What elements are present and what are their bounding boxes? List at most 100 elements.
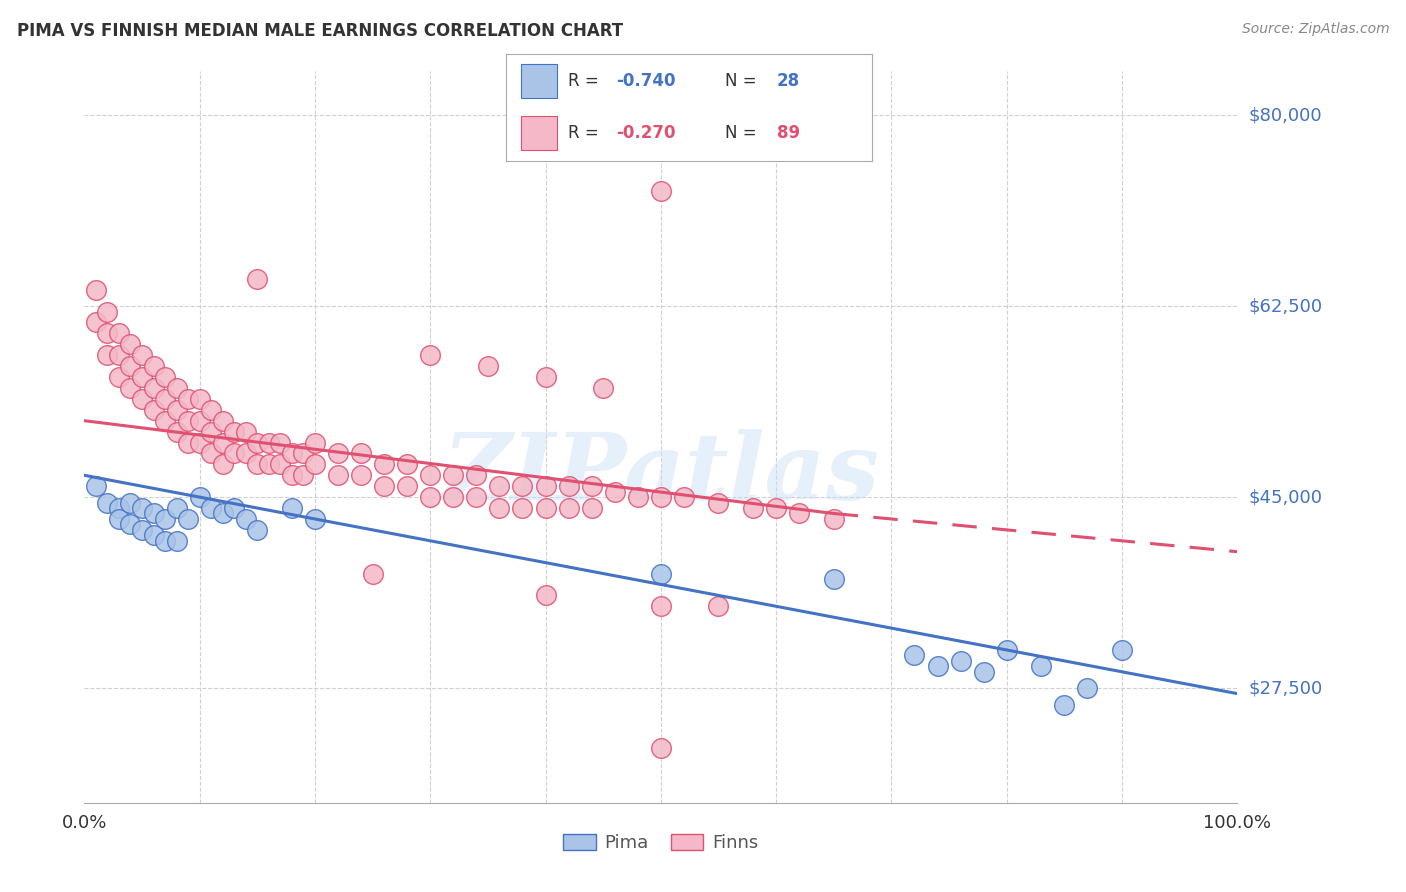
Point — [1031, 659, 1053, 673]
Point — [1076, 681, 1098, 695]
Point — [281, 468, 304, 483]
Point — [188, 414, 211, 428]
Point — [108, 501, 131, 516]
Point — [512, 479, 534, 493]
Point — [200, 446, 222, 460]
Point — [326, 446, 349, 460]
Point — [200, 501, 222, 516]
Point — [153, 533, 176, 548]
Point — [166, 381, 188, 395]
Bar — [520, 64, 557, 98]
Point — [419, 490, 441, 504]
Point — [142, 381, 165, 395]
Point — [96, 326, 118, 341]
Point — [84, 283, 107, 297]
Point — [142, 402, 165, 417]
Text: $80,000: $80,000 — [1249, 106, 1322, 124]
Point — [1111, 643, 1133, 657]
Point — [211, 458, 233, 472]
Point — [108, 348, 131, 362]
Point — [650, 566, 672, 581]
Point — [396, 458, 419, 472]
Point — [153, 512, 176, 526]
Point — [281, 501, 304, 516]
Point — [131, 501, 153, 516]
Point — [246, 435, 269, 450]
Point — [131, 370, 153, 384]
Point — [142, 359, 165, 373]
Point — [142, 528, 165, 542]
Text: $45,000: $45,000 — [1249, 488, 1323, 506]
Point — [153, 392, 176, 406]
Point — [257, 435, 280, 450]
Text: R =: R = — [568, 124, 605, 142]
Point — [120, 359, 142, 373]
Point — [177, 392, 200, 406]
Point — [120, 381, 142, 395]
Point — [465, 490, 488, 504]
Text: $62,500: $62,500 — [1249, 297, 1323, 315]
Point — [707, 495, 730, 509]
Point — [166, 425, 188, 439]
Point — [211, 414, 233, 428]
Point — [765, 501, 787, 516]
Point — [304, 458, 326, 472]
Point — [246, 458, 269, 472]
Point — [211, 435, 233, 450]
Point — [396, 479, 419, 493]
Point — [534, 479, 557, 493]
Point — [465, 468, 488, 483]
Point — [488, 479, 510, 493]
Point — [627, 490, 650, 504]
Point — [235, 512, 257, 526]
Point — [131, 392, 153, 406]
Point — [927, 659, 949, 673]
Point — [534, 588, 557, 602]
Point — [257, 458, 280, 472]
Point — [292, 468, 315, 483]
Point — [177, 435, 200, 450]
Point — [142, 507, 165, 521]
Point — [419, 468, 441, 483]
Point — [373, 458, 395, 472]
Point — [96, 495, 118, 509]
Point — [787, 507, 810, 521]
Text: ZIPatlas: ZIPatlas — [443, 429, 879, 518]
Text: N =: N = — [725, 124, 762, 142]
Point — [166, 402, 188, 417]
Point — [84, 315, 107, 329]
Point — [166, 533, 188, 548]
Text: 89: 89 — [776, 124, 800, 142]
Point — [823, 572, 845, 586]
Point — [84, 479, 107, 493]
Point — [557, 479, 579, 493]
Point — [200, 402, 222, 417]
Point — [488, 501, 510, 516]
Point — [153, 414, 176, 428]
Point — [419, 348, 441, 362]
Point — [441, 468, 464, 483]
Point — [903, 648, 925, 663]
Point — [742, 501, 765, 516]
Point — [707, 599, 730, 614]
Point — [603, 484, 626, 499]
Text: 28: 28 — [776, 72, 800, 90]
Point — [1053, 698, 1076, 712]
Point — [304, 435, 326, 450]
Text: Source: ZipAtlas.com: Source: ZipAtlas.com — [1241, 22, 1389, 37]
Point — [131, 348, 153, 362]
Point — [131, 523, 153, 537]
Point — [166, 501, 188, 516]
Point — [581, 479, 603, 493]
Point — [995, 643, 1018, 657]
Point — [177, 414, 200, 428]
Point — [188, 490, 211, 504]
Point — [373, 479, 395, 493]
Text: R =: R = — [568, 72, 605, 90]
Point — [281, 446, 304, 460]
Point — [188, 392, 211, 406]
Text: PIMA VS FINNISH MEDIAN MALE EARNINGS CORRELATION CHART: PIMA VS FINNISH MEDIAN MALE EARNINGS COR… — [17, 22, 623, 40]
Point — [224, 425, 246, 439]
Point — [269, 458, 291, 472]
Point — [581, 501, 603, 516]
